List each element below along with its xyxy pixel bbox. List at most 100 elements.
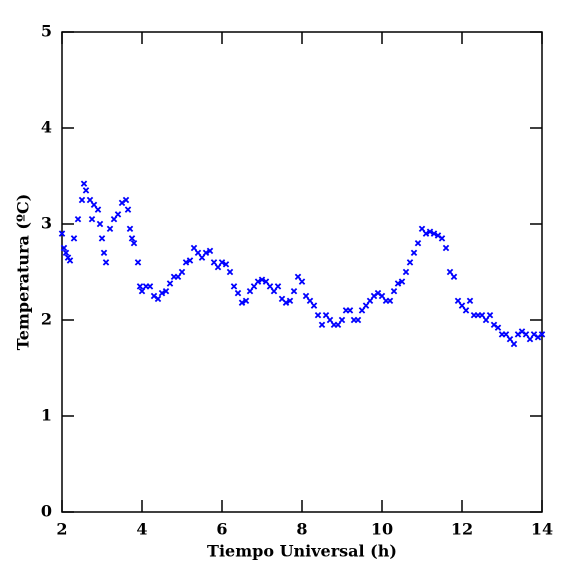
point [238,299,246,306]
point [270,287,278,295]
point [502,331,510,338]
point [454,297,462,305]
plot-frame [61,31,543,513]
point [106,225,114,233]
point [78,196,86,204]
point [426,228,434,235]
point [198,254,206,261]
point [62,249,70,257]
y-tick-label: 5 [41,22,52,41]
point [80,180,88,187]
x-tick-label: 6 [216,520,227,539]
point [538,331,546,338]
point [386,297,394,305]
point [266,283,274,290]
point [482,316,490,324]
point [394,280,402,287]
y-tick-label: 3 [41,214,52,233]
point [194,249,202,257]
point [322,311,330,319]
point [214,263,222,271]
point [186,257,194,264]
point [122,196,130,204]
point [390,287,398,295]
point [366,297,374,305]
x-tick-label: 10 [371,520,393,539]
point [246,287,254,295]
point [478,311,486,319]
point [306,297,314,305]
point [410,249,418,257]
point [154,295,162,303]
point [358,307,366,314]
point [136,283,144,290]
point [102,259,110,266]
point [86,196,94,204]
point [362,302,370,309]
point [414,239,422,247]
point [398,278,406,285]
point [74,215,82,223]
point [334,321,342,329]
point [258,276,266,283]
point [294,273,302,281]
point [378,292,386,300]
point [226,268,234,276]
point [314,311,322,319]
point [310,302,318,309]
point [450,273,458,281]
point [166,280,174,287]
point [274,283,282,290]
x-tick-label: 4 [136,520,147,539]
x-tick-label: 12 [451,520,473,539]
point [486,311,494,319]
point [158,289,166,297]
x-tick-label: 14 [531,520,553,539]
point [298,278,306,285]
point [206,247,214,255]
point [128,235,136,242]
point [494,324,502,331]
point [218,259,226,266]
point [94,206,102,213]
point [178,268,186,276]
point [70,235,78,242]
x-tick-label: 2 [56,520,67,539]
point [114,211,122,218]
point [174,273,182,281]
point [250,283,258,290]
point [230,283,238,290]
point [138,287,146,295]
point [66,257,74,264]
point [134,259,142,266]
point [202,249,210,257]
point [418,225,426,233]
point [60,244,68,252]
point [222,261,230,268]
point [190,244,198,252]
y-tick-label: 2 [41,310,52,329]
y-tick-label: 1 [41,406,52,425]
point [98,235,106,242]
point [506,335,514,343]
point [422,230,430,237]
point [402,268,410,276]
point [146,283,154,290]
point [88,215,96,223]
point [526,335,534,343]
point [234,289,242,297]
point [430,230,438,237]
point [242,297,250,305]
y-tick-label: 0 [41,502,52,521]
point [124,206,132,213]
point [522,331,530,338]
point [510,340,518,348]
point [406,259,414,266]
point [446,268,454,276]
y-axis-label: Temperatura (ºC) [14,194,33,351]
point [262,278,270,285]
point [326,316,334,324]
point [286,297,294,305]
point [466,297,474,305]
